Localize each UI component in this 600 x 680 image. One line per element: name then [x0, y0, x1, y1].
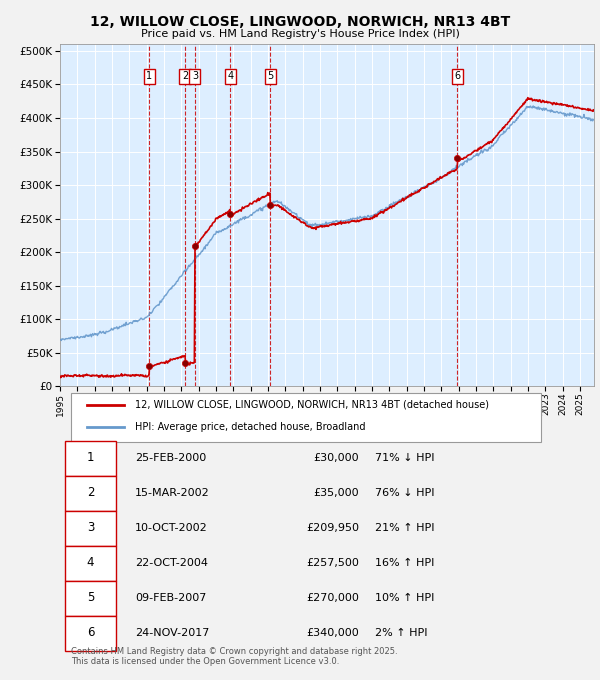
Text: £270,000: £270,000	[306, 593, 359, 602]
FancyBboxPatch shape	[65, 546, 116, 581]
Text: £340,000: £340,000	[306, 628, 359, 638]
Text: Price paid vs. HM Land Registry's House Price Index (HPI): Price paid vs. HM Land Registry's House …	[140, 29, 460, 39]
Text: 1: 1	[146, 71, 152, 82]
Text: 5: 5	[87, 592, 94, 605]
Text: 3: 3	[87, 522, 94, 534]
Text: 71% ↓ HPI: 71% ↓ HPI	[375, 453, 434, 463]
Text: 1: 1	[86, 452, 94, 464]
Text: 2% ↑ HPI: 2% ↑ HPI	[375, 628, 428, 638]
FancyBboxPatch shape	[65, 441, 116, 476]
Text: 24-NOV-2017: 24-NOV-2017	[135, 628, 209, 638]
Text: 6: 6	[86, 626, 94, 639]
Text: 21% ↑ HPI: 21% ↑ HPI	[375, 523, 434, 533]
Text: 2: 2	[182, 71, 188, 82]
Text: 2: 2	[86, 486, 94, 499]
Text: 09-FEB-2007: 09-FEB-2007	[135, 593, 206, 602]
FancyBboxPatch shape	[71, 394, 541, 443]
Text: £257,500: £257,500	[306, 558, 359, 568]
Text: £209,950: £209,950	[306, 523, 359, 533]
Text: 12, WILLOW CLOSE, LINGWOOD, NORWICH, NR13 4BT (detached house): 12, WILLOW CLOSE, LINGWOOD, NORWICH, NR1…	[135, 400, 489, 409]
Text: 12, WILLOW CLOSE, LINGWOOD, NORWICH, NR13 4BT: 12, WILLOW CLOSE, LINGWOOD, NORWICH, NR1…	[90, 15, 510, 29]
Text: 16% ↑ HPI: 16% ↑ HPI	[375, 558, 434, 568]
Text: 15-MAR-2002: 15-MAR-2002	[135, 488, 209, 498]
Text: £30,000: £30,000	[313, 453, 359, 463]
FancyBboxPatch shape	[65, 616, 116, 651]
Text: HPI: Average price, detached house, Broadland: HPI: Average price, detached house, Broa…	[135, 422, 365, 432]
FancyBboxPatch shape	[65, 581, 116, 616]
Text: 6: 6	[454, 71, 460, 82]
Text: 4: 4	[86, 556, 94, 569]
FancyBboxPatch shape	[65, 476, 116, 511]
Text: £35,000: £35,000	[313, 488, 359, 498]
FancyBboxPatch shape	[65, 511, 116, 546]
Text: 3: 3	[192, 71, 198, 82]
Text: 76% ↓ HPI: 76% ↓ HPI	[375, 488, 434, 498]
Text: 10-OCT-2002: 10-OCT-2002	[135, 523, 208, 533]
Text: 22-OCT-2004: 22-OCT-2004	[135, 558, 208, 568]
Text: 10% ↑ HPI: 10% ↑ HPI	[375, 593, 434, 602]
Text: 5: 5	[267, 71, 273, 82]
Text: Contains HM Land Registry data © Crown copyright and database right 2025.
This d: Contains HM Land Registry data © Crown c…	[71, 647, 397, 666]
Text: 25-FEB-2000: 25-FEB-2000	[135, 453, 206, 463]
Text: 4: 4	[227, 71, 233, 82]
